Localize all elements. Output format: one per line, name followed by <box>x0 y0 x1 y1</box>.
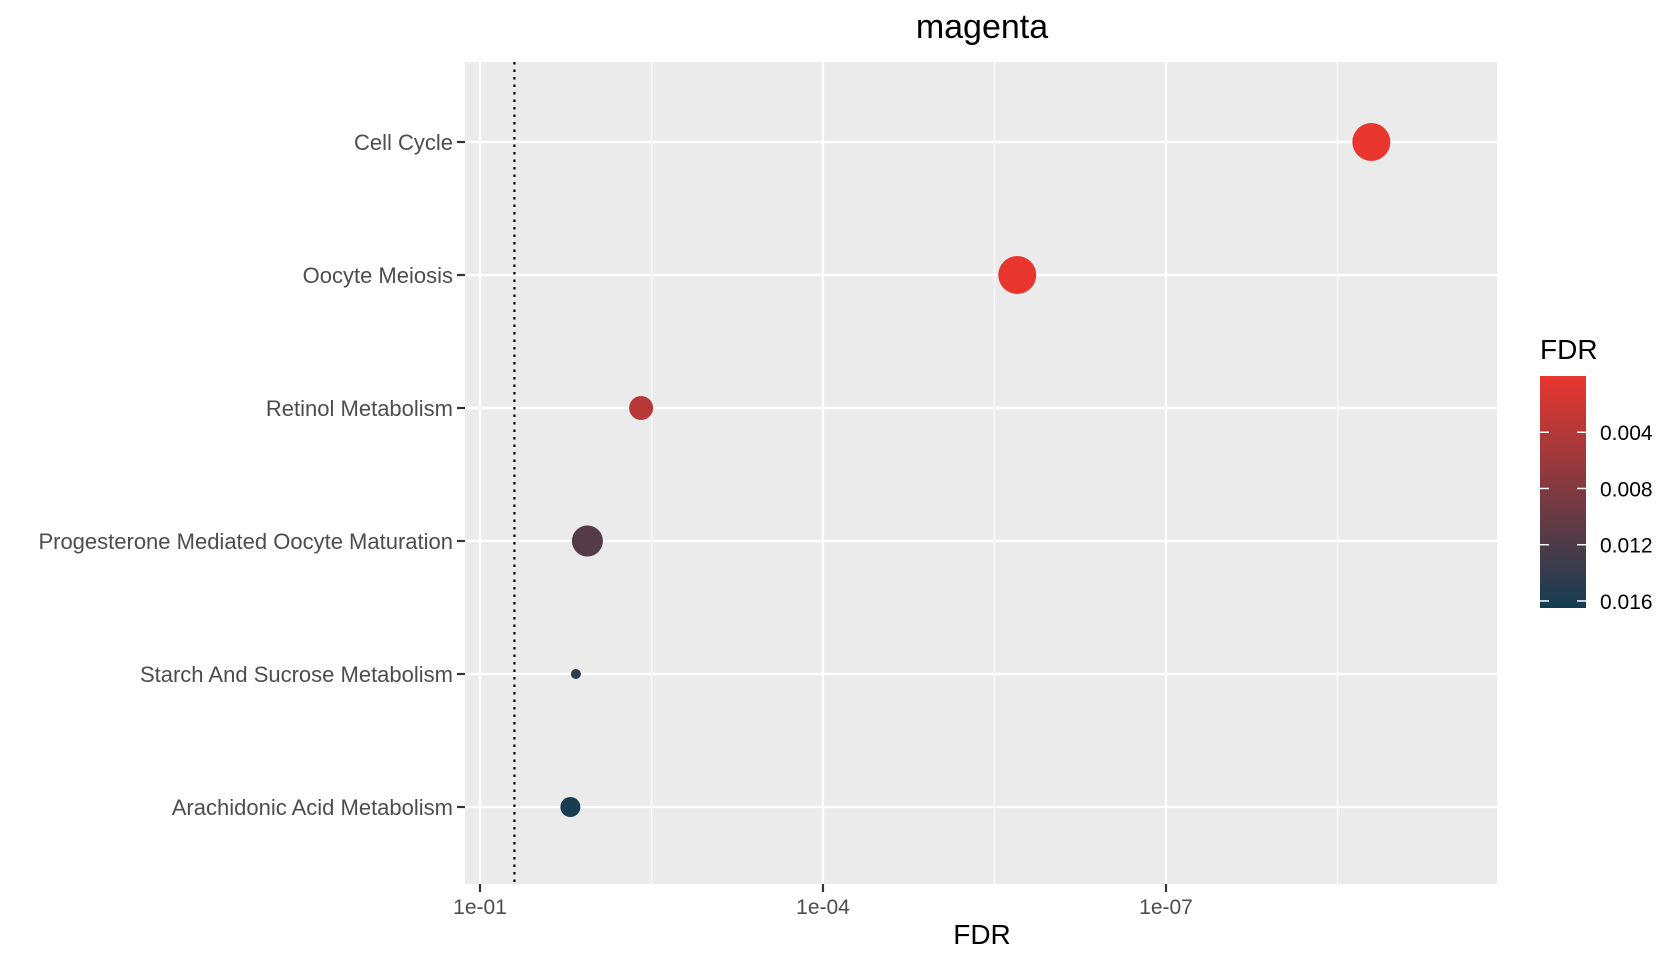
y-tick-label: Arachidonic Acid Metabolism <box>172 795 453 820</box>
y-tick-label: Cell Cycle <box>354 130 453 155</box>
data-point <box>629 396 654 420</box>
y-tick-label: Progesterone Mediated Oocyte Maturation <box>38 529 453 554</box>
legend-tick-label: 0.008 <box>1600 478 1653 501</box>
y-axis: Cell Cycle Oocyte Meiosis Retinol Metaboli… <box>38 130 465 820</box>
x-axis: 1e-01 1e-04 1e-07 <box>453 884 1193 919</box>
legend-colorbar <box>1540 376 1586 608</box>
data-point <box>560 797 581 817</box>
legend-tick-label: 0.012 <box>1600 535 1653 558</box>
x-axis-title: FDR <box>953 919 1011 950</box>
x-tick-label: 1e-07 <box>1139 896 1193 919</box>
data-point <box>998 256 1037 294</box>
legend-tick-label: 0.004 <box>1600 422 1653 445</box>
legend-title: FDR <box>1540 334 1598 365</box>
legend-tick-label: 0.016 <box>1600 591 1653 614</box>
data-point <box>570 669 581 679</box>
x-tick-label: 1e-04 <box>796 896 850 919</box>
y-tick-label: Starch And Sucrose Metabolism <box>140 662 453 687</box>
y-tick-label: Oocyte Meiosis <box>303 263 453 288</box>
grid-lines <box>465 62 1497 884</box>
data-point <box>1352 123 1391 161</box>
plot-panel <box>465 62 1497 884</box>
data-point <box>571 525 603 557</box>
x-tick-label: 1e-01 <box>453 896 507 919</box>
y-tick-label: Retinol Metabolism <box>266 396 453 421</box>
chart-title: magenta <box>916 8 1048 46</box>
data-points <box>560 123 1391 817</box>
legend: FDR 0.004 0.008 0.012 0.016 <box>1540 334 1653 614</box>
